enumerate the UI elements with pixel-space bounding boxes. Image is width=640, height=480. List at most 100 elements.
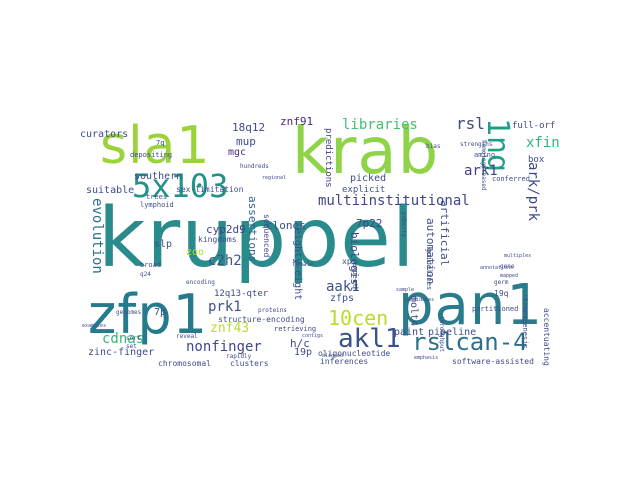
word-ark1: ark1	[464, 163, 498, 179]
word-nonfinger: nonfinger	[186, 339, 262, 355]
word-cloud: kruppel krab sla1 pan1 zfp1 5x103 1ng ak…	[80, 112, 560, 368]
word-kruppel: kruppel	[98, 191, 416, 286]
word-q24: q24	[140, 271, 151, 278]
word-slp: slp	[154, 239, 173, 250]
word-sequenced: sequenced	[262, 214, 271, 258]
word-suitable: suitable	[86, 185, 135, 196]
word-set: set	[126, 343, 137, 350]
word-sex-limitation: sex-limitation	[176, 185, 244, 194]
word-clusters: clusters	[230, 359, 269, 368]
word-curators: curators	[80, 129, 129, 140]
word-kingdoms: kingdoms	[198, 235, 237, 244]
word-7p: 7p	[154, 307, 167, 318]
word-amino: amino	[474, 151, 496, 159]
word-evolution: evolution	[89, 198, 105, 274]
word-structure-encoding: structure-encoding	[218, 315, 305, 324]
word-pipeline: pipeline	[428, 327, 477, 338]
word-predictions: predictions	[323, 128, 333, 188]
word-artificial: artificial	[438, 200, 451, 267]
word-sla1: sla1	[100, 116, 211, 176]
word-cdnas: cdnas	[102, 331, 145, 347]
word-multiplex: multiplex	[504, 253, 532, 259]
word-znf91: znf91	[280, 115, 314, 128]
word-trees: trees	[146, 193, 168, 201]
word-lymphoid: lymphoid	[140, 201, 174, 209]
word-xp: xp	[342, 257, 352, 266]
word-throughput: throughput	[438, 316, 445, 353]
word-broad: broad	[140, 261, 162, 269]
word-xfin: xfin	[526, 135, 560, 151]
word-full-orf: full-orf	[512, 121, 556, 131]
word-guidelines: guidelines	[425, 248, 433, 291]
word-multiinstitutional: multiinstitutional	[318, 193, 470, 209]
word-bias: bias	[426, 143, 441, 150]
word-hundreds: hundreds	[240, 163, 269, 170]
word-chromosomal: chromosomal	[158, 359, 211, 368]
word-female: female	[292, 261, 314, 268]
word-akl1: akl1	[338, 324, 401, 354]
word-znf43: znf43	[210, 321, 250, 336]
word-retrieving: retrieving	[274, 325, 317, 333]
word-prk1: prk1	[208, 299, 242, 315]
word-regional: regional	[262, 175, 287, 181]
word-inferences: inferences	[320, 357, 369, 366]
word-10cen: 10cen	[328, 306, 389, 330]
word-libraries: libraries	[342, 117, 418, 133]
word-rslcan-4: rslcan-4	[412, 328, 528, 356]
word-aligned: aligned	[322, 353, 344, 359]
word-picked: picked	[350, 173, 387, 184]
word-annotations: annotations	[480, 265, 514, 271]
word-reveal: reveal	[176, 333, 198, 340]
word-c2h2: c2h2	[208, 253, 242, 269]
word-pan1: pan1	[398, 273, 543, 338]
word-paint: paint	[394, 327, 425, 338]
word-puberty: puberty	[400, 212, 407, 238]
word-emphasis: emphasis	[414, 355, 439, 361]
word-assertions: assertions	[246, 196, 259, 263]
word-germ: germ	[494, 279, 509, 286]
word-krab: krab	[292, 115, 440, 189]
word-gene: gene	[500, 263, 515, 270]
word-explicit: explicit	[342, 185, 386, 195]
word-encoding: encoding	[186, 279, 215, 286]
word-clones: clones	[266, 219, 306, 232]
word-contigs: contigs	[302, 333, 324, 339]
word-conferred: conferred	[492, 175, 530, 183]
word-sample: sample	[396, 287, 415, 293]
word-18q12: 18q12	[232, 121, 266, 134]
word-zinc-finger: zinc-finger	[88, 347, 155, 358]
word-partitioned: partitioned	[472, 305, 519, 313]
word-mapped: mapped	[500, 273, 519, 279]
word-genomes: genomes	[116, 309, 142, 316]
word-expert: expert	[351, 262, 359, 288]
word-candidates: candidates	[404, 297, 435, 303]
word-5x103: 5x103	[132, 167, 229, 205]
word-southern: southern	[134, 171, 183, 182]
word-cyp2d9: cyp2d9	[206, 223, 246, 236]
word-box: box	[528, 155, 545, 165]
word-aak1: aak1	[326, 279, 360, 295]
word-7q: 7q	[156, 139, 165, 147]
word-19q: 19q	[494, 289, 509, 298]
word-depositing: depositing	[130, 151, 173, 159]
word-sort: sort	[126, 335, 141, 342]
word-zoo: zoo	[186, 247, 205, 258]
word-mgc: mgc	[228, 147, 247, 158]
word-strengths: strengths	[460, 141, 493, 148]
word-oligonucleotide: oligonucleotide	[318, 349, 391, 358]
word-mup: mup	[236, 135, 256, 148]
word-homology-based: homology-based	[480, 140, 487, 191]
word-rsl: rsl	[456, 114, 485, 133]
word-hc: h/c	[290, 337, 310, 350]
word-19p: 19p	[294, 347, 313, 358]
word-zfp1: zfp1	[88, 283, 208, 346]
word-rapidly: rapidly	[226, 353, 252, 360]
word-7p22: 7p22	[356, 217, 383, 230]
word-12q13-qter: 12q13-qter	[214, 289, 269, 299]
word-software-assisted: software-assisted	[452, 357, 534, 366]
word-accentuating: accentuating	[542, 308, 551, 366]
word-zfps: zfps	[330, 293, 355, 304]
word-transgenesis: transgenesis	[521, 298, 529, 349]
word-proteins: proteins	[258, 307, 287, 314]
